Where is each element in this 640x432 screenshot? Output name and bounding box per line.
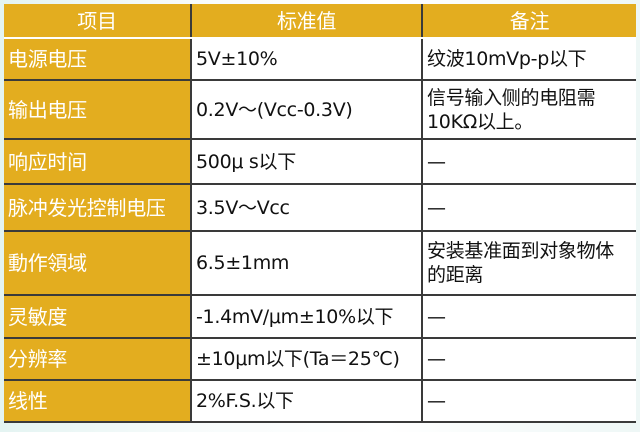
cell-item: 動作領域 — [4, 230, 192, 296]
spec-table: 项目 标准值 备注 电源电压 5V±10% 纹波10mVp-p以下 输出电压 0.2V～… — [4, 4, 636, 423]
cell-note: — — [421, 379, 636, 423]
table-row: 分辨率 ±10μm以下(Ta＝25℃) — — [4, 337, 636, 381]
cell-note: — — [421, 138, 636, 185]
cell-item: 电源电压 — [4, 37, 192, 81]
cell-item: 脉冲发光控制电压 — [4, 183, 192, 232]
header-standard: 标准值 — [190, 4, 423, 39]
cell-note: — — [421, 183, 636, 232]
cell-note: 信号输入侧的电阻需10KΩ以上。 — [421, 79, 636, 140]
cell-note: 纹波10mVp-p以下 — [421, 37, 636, 81]
table-row: 灵敏度 -1.4mV/μm±10%以下 — — [4, 294, 636, 339]
table-row: 输出电压 0.2V～(Vcc-0.3V) 信号输入侧的电阻需10KΩ以上。 — [4, 79, 636, 140]
cell-standard: 2%F.S.以下 — [190, 379, 423, 423]
cell-standard: -1.4mV/μm±10%以下 — [190, 294, 423, 339]
cell-standard: 0.2V～(Vcc-0.3V) — [190, 79, 423, 140]
cell-item: 响应时间 — [4, 138, 192, 185]
cell-item: 灵敏度 — [4, 294, 192, 339]
header-item: 项目 — [4, 4, 192, 39]
table-row: 电源电压 5V±10% 纹波10mVp-p以下 — [4, 37, 636, 81]
table-row: 動作領域 6.5±1mm 安装基准面到对象物体的距离 — [4, 230, 636, 296]
cell-item: 输出电压 — [4, 79, 192, 140]
cell-standard: 3.5V～Vcc — [190, 183, 423, 232]
cell-item: 线性 — [4, 379, 192, 423]
cell-standard: 5V±10% — [190, 37, 423, 81]
header-row: 项目 标准值 备注 — [4, 4, 636, 39]
header-note: 备注 — [421, 4, 636, 39]
table-row: 线性 2%F.S.以下 — — [4, 379, 636, 423]
cell-note: — — [421, 337, 636, 381]
cell-note: — — [421, 294, 636, 339]
cell-standard: 500μ s以下 — [190, 138, 423, 185]
cell-standard: ±10μm以下(Ta＝25℃) — [190, 337, 423, 381]
table-row: 脉冲发光控制电压 3.5V～Vcc — — [4, 183, 636, 232]
table-row: 响应时间 500μ s以下 — — [4, 138, 636, 185]
cell-note: 安装基准面到对象物体的距离 — [421, 230, 636, 296]
cell-item: 分辨率 — [4, 337, 192, 381]
cell-standard: 6.5±1mm — [190, 230, 423, 296]
